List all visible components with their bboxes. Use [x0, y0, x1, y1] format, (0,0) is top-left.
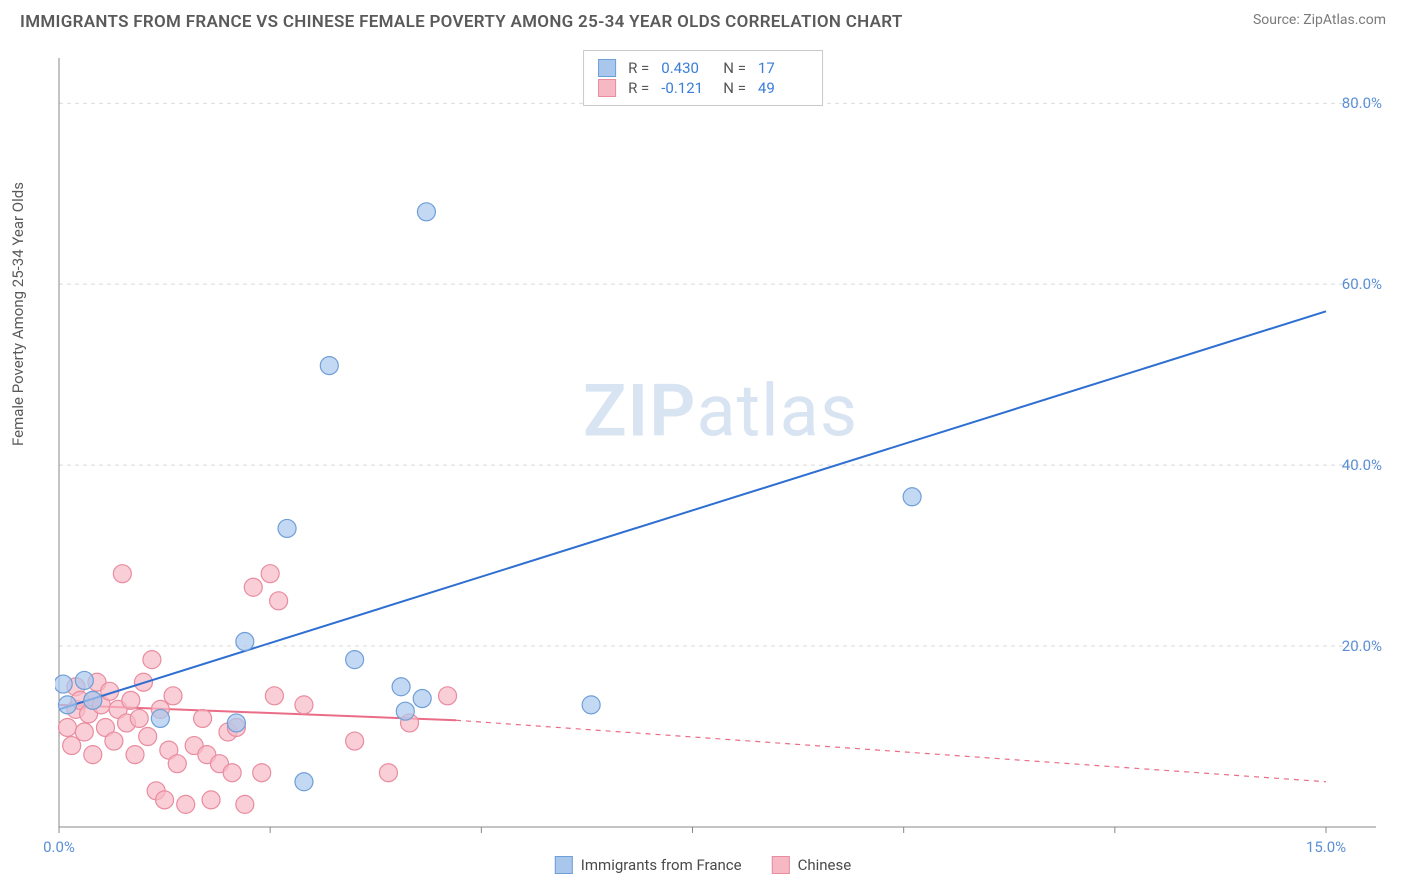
stats-legend: R = 0.430 N = 17 R = -0.121 N = 49 [583, 50, 823, 106]
n-label: N = [723, 59, 746, 77]
plot-area: ZIPatlas [55, 48, 1386, 837]
r-value-chinese: -0.121 [661, 79, 711, 97]
swatch-france-icon [555, 856, 573, 874]
y-axis-label: Female Poverty Among 25-34 Year Olds [9, 182, 27, 446]
r-value-france: 0.430 [661, 59, 711, 77]
x-axis-legend: Immigrants from France Chinese [555, 856, 851, 874]
y-tick-label: 20.0% [1342, 637, 1382, 655]
r-label: R = [628, 79, 649, 97]
x-legend-chinese-label: Chinese [798, 856, 852, 874]
swatch-chinese [598, 79, 616, 97]
r-label: R = [628, 59, 649, 77]
stats-row-chinese: R = -0.121 N = 49 [598, 79, 808, 97]
x-tick-label: 15.0% [1306, 838, 1346, 856]
swatch-chinese-icon [772, 856, 790, 874]
x-legend-france: Immigrants from France [555, 856, 742, 874]
chart-header: IMMIGRANTS FROM FRANCE VS CHINESE FEMALE… [0, 0, 1406, 40]
chart-title: IMMIGRANTS FROM FRANCE VS CHINESE FEMALE… [20, 12, 903, 32]
source-attribution: Source: ZipAtlas.com [1253, 12, 1386, 28]
x-tick-label: 0.0% [43, 838, 75, 856]
scatter-plot-svg [55, 48, 1386, 837]
y-tick-label: 60.0% [1342, 275, 1382, 293]
n-value-chinese: 49 [758, 79, 808, 97]
x-legend-france-label: Immigrants from France [581, 856, 742, 874]
n-value-france: 17 [758, 59, 808, 77]
y-tick-label: 40.0% [1342, 456, 1382, 474]
n-label: N = [723, 79, 746, 97]
swatch-france [598, 59, 616, 77]
stats-row-france: R = 0.430 N = 17 [598, 59, 808, 77]
x-legend-chinese: Chinese [772, 856, 852, 874]
y-tick-label: 80.0% [1342, 94, 1382, 112]
